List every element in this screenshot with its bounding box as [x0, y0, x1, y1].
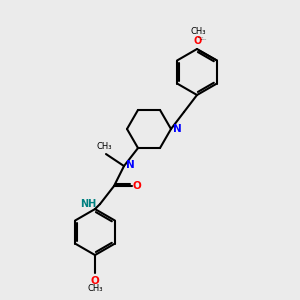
Text: methoxy: methoxy: [198, 36, 204, 38]
Text: O: O: [91, 276, 99, 286]
Text: N: N: [126, 160, 135, 170]
Text: CH₃: CH₃: [96, 142, 112, 151]
Text: CH₃: CH₃: [190, 28, 206, 37]
Text: CH₃: CH₃: [87, 284, 103, 293]
Text: O: O: [194, 35, 202, 46]
Text: N: N: [173, 124, 182, 134]
Text: methoxy: methoxy: [201, 39, 207, 41]
Text: O: O: [133, 181, 141, 191]
Text: NH: NH: [80, 199, 96, 209]
